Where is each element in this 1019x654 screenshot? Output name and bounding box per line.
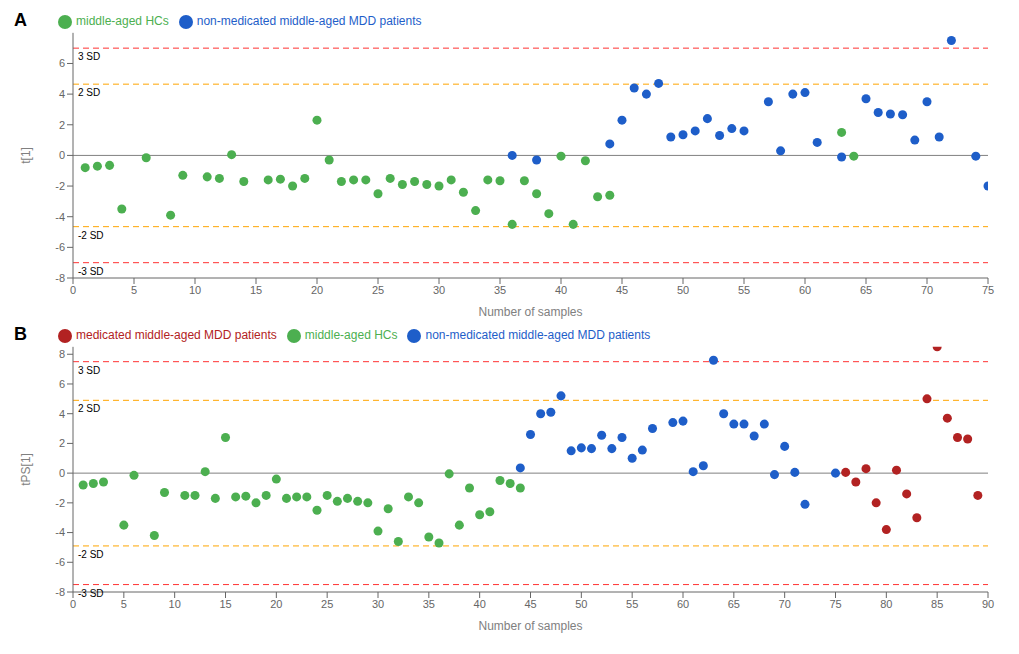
svg-text:60: 60 — [677, 598, 689, 610]
svg-text:40: 40 — [555, 284, 567, 296]
svg-text:-2: -2 — [55, 497, 65, 509]
svg-text:-6: -6 — [55, 241, 65, 253]
svg-text:2 SD: 2 SD — [78, 87, 100, 98]
svg-text:65: 65 — [728, 598, 740, 610]
svg-text:Number of samples: Number of samples — [478, 305, 582, 319]
svg-text:15: 15 — [250, 284, 262, 296]
html-text:B: B — [14, 324, 27, 344]
svg-text:Number of samples: Number of samples — [478, 619, 582, 633]
svg-text:3 SD: 3 SD — [78, 51, 100, 62]
svg-text:50: 50 — [575, 598, 587, 610]
svg-text:25: 25 — [372, 284, 384, 296]
svg-text:20: 20 — [270, 598, 282, 610]
svg-text:5: 5 — [131, 284, 137, 296]
svg-text:2: 2 — [59, 119, 65, 131]
svg-text:8: 8 — [59, 348, 65, 360]
svg-text:-2: -2 — [55, 180, 65, 192]
svg-text:50: 50 — [677, 284, 689, 296]
svg-text:0: 0 — [59, 467, 65, 479]
svg-text:-4: -4 — [55, 526, 65, 538]
svg-text:80: 80 — [880, 598, 892, 610]
svg-text:35: 35 — [494, 284, 506, 296]
svg-text:4: 4 — [59, 88, 65, 100]
svg-text:6: 6 — [59, 378, 65, 390]
svg-text:0: 0 — [70, 598, 76, 610]
html-text:middle-aged HCs: middle-aged HCs — [304, 328, 398, 342]
svg-text:85: 85 — [931, 598, 943, 610]
svg-text:-3 SD: -3 SD — [78, 266, 104, 277]
svg-text:-8: -8 — [55, 586, 65, 598]
svg-text:tPS[1]: tPS[1] — [19, 453, 33, 486]
html-text:non-medicated middle-aged MDD: non-medicated middle-aged MDD patients — [196, 14, 422, 28]
svg-text:45: 45 — [616, 284, 628, 296]
svg-text:5: 5 — [121, 598, 127, 610]
svg-text:45: 45 — [524, 598, 536, 610]
svg-text:-6: -6 — [55, 556, 65, 568]
svg-text:55: 55 — [738, 284, 750, 296]
svg-text:90: 90 — [982, 598, 994, 610]
svg-text:3 SD: 3 SD — [78, 365, 100, 376]
svg-text:-4: -4 — [55, 211, 65, 223]
svg-text:t[1]: t[1] — [19, 147, 33, 164]
svg-text:20: 20 — [311, 284, 323, 296]
svg-text:75: 75 — [829, 598, 841, 610]
svg-text:25: 25 — [321, 598, 333, 610]
svg-text:75: 75 — [982, 284, 994, 296]
svg-text:-3 SD: -3 SD — [78, 588, 104, 599]
svg-text:2: 2 — [59, 437, 65, 449]
svg-text:35: 35 — [423, 598, 435, 610]
svg-text:40: 40 — [474, 598, 486, 610]
svg-text:30: 30 — [433, 284, 445, 296]
svg-text:4: 4 — [59, 408, 65, 420]
svg-text:-2 SD: -2 SD — [78, 230, 104, 241]
svg-text:70: 70 — [779, 598, 791, 610]
svg-text:6: 6 — [59, 57, 65, 69]
svg-text:65: 65 — [860, 284, 872, 296]
html-text:non-medicated middle-aged MDD: non-medicated middle-aged MDD patients — [425, 328, 651, 342]
html-text:medicated middle-aged MDD pati: medicated middle-aged MDD patients — [76, 328, 277, 342]
svg-text:2 SD: 2 SD — [78, 403, 100, 414]
svg-text:15: 15 — [219, 598, 231, 610]
svg-text:10: 10 — [189, 284, 201, 296]
svg-text:60: 60 — [799, 284, 811, 296]
svg-text:0: 0 — [59, 149, 65, 161]
svg-text:-8: -8 — [55, 272, 65, 284]
svg-text:70: 70 — [921, 284, 933, 296]
html-text:middle-aged HCs: middle-aged HCs — [76, 14, 169, 28]
svg-text:-2 SD: -2 SD — [78, 549, 104, 560]
svg-text:30: 30 — [372, 598, 384, 610]
svg-text:0: 0 — [70, 284, 76, 296]
html-text:A: A — [14, 10, 27, 30]
svg-text:55: 55 — [626, 598, 638, 610]
svg-text:10: 10 — [169, 598, 181, 610]
